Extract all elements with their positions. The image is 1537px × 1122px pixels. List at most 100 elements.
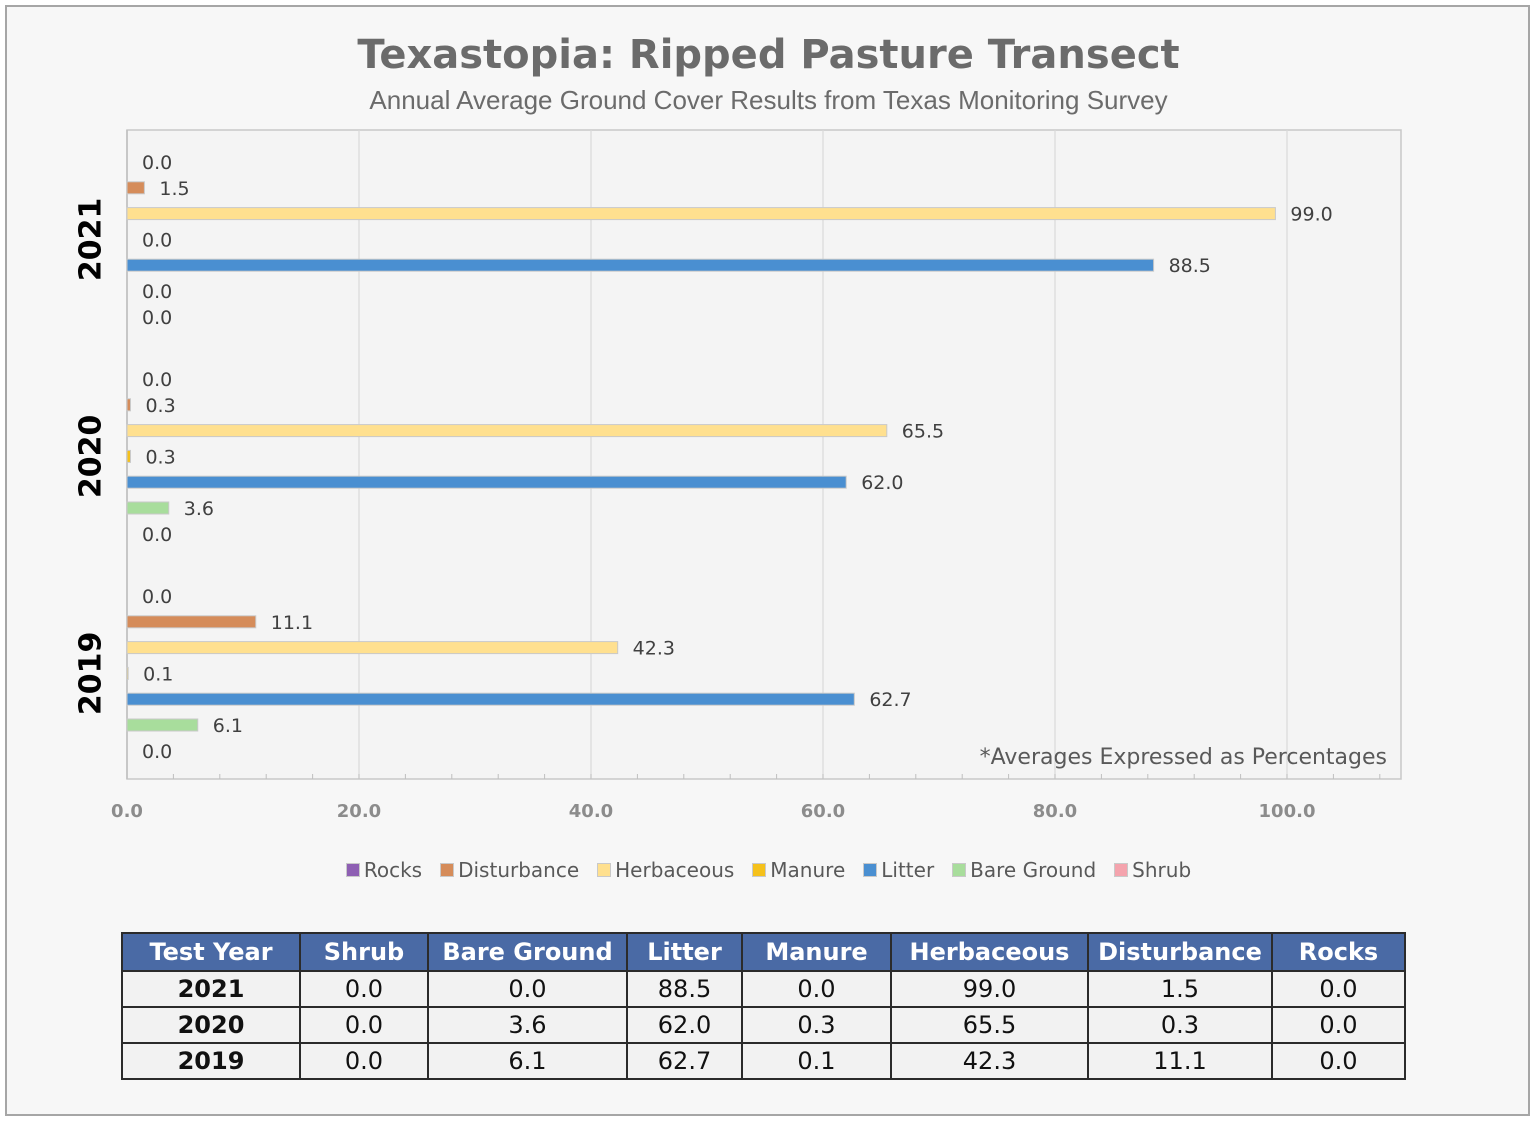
table-cell: 2021 bbox=[121, 970, 301, 1008]
table-header-cell: Herbaceous bbox=[890, 932, 1089, 972]
table-header-cell: Shrub bbox=[299, 932, 429, 972]
data-label: 11.1 bbox=[271, 612, 313, 634]
legend-item: Rocks bbox=[345, 858, 423, 882]
bar-litter bbox=[126, 475, 847, 489]
legend-label: Bare Ground bbox=[970, 858, 1097, 882]
data-label: 0.3 bbox=[145, 395, 175, 417]
data-label: 0.0 bbox=[142, 524, 172, 546]
y-axis-ticks: 2021 2020 2019 bbox=[74, 198, 109, 716]
legend-item: Disturbance bbox=[440, 858, 579, 882]
table-cell: 1.5 bbox=[1087, 970, 1273, 1008]
legend-label: Disturbance bbox=[458, 858, 580, 882]
table-header-cell: Test Year bbox=[121, 932, 301, 972]
table-cell: 11.1 bbox=[1087, 1042, 1273, 1080]
legend-item: Herbaceous bbox=[597, 858, 734, 882]
legend-item: Bare Ground bbox=[952, 858, 1096, 882]
table-body: 2021 0.0 0.0 88.5 0.0 99.0 1.5 0.0 2020 0.0 3.6 62.… bbox=[121, 970, 1406, 1080]
table-header-cell: Disturbance bbox=[1087, 932, 1273, 972]
table-cell: 65.5 bbox=[890, 1006, 1089, 1044]
data-label: 0.1 bbox=[143, 663, 173, 685]
y-tick-label: 2020 bbox=[74, 415, 109, 499]
table-cell: 0.3 bbox=[1087, 1006, 1273, 1044]
legend-swatch bbox=[1114, 863, 1129, 877]
table-cell: 0.1 bbox=[741, 1042, 892, 1080]
chart-note: *Averages Expressed as Percentages bbox=[980, 745, 1387, 770]
data-table: Test Year Shrub Bare Ground Litter Manure Her… bbox=[121, 932, 1406, 1080]
table-header-cell: Litter bbox=[626, 932, 743, 972]
table-cell: 0.0 bbox=[299, 1042, 429, 1080]
legend-item: Litter bbox=[863, 858, 934, 882]
x-tick-label: 20.0 bbox=[337, 801, 381, 822]
chart-title: Texastopia: Ripped Pasture Transect bbox=[357, 32, 1180, 78]
bar-herbaceous bbox=[126, 641, 619, 655]
data-label: 0.0 bbox=[142, 307, 172, 329]
legend-label: Rocks bbox=[363, 858, 423, 882]
table-row: 2019 0.0 6.1 62.7 0.1 42.3 11.1 0.0 bbox=[121, 1042, 1406, 1080]
table-cell: 0.0 bbox=[427, 970, 628, 1008]
bar-herbaceous bbox=[126, 424, 888, 438]
table-cell: 0.0 bbox=[1271, 1006, 1406, 1044]
bar-chart: 0.0 1.5 99.0 0.0 88.5 0.0 0.0 0.0 0.3 65.5 0.3 62.0… bbox=[74, 129, 1402, 822]
value-labels-group: 0.0 1.5 99.0 0.0 88.5 0.0 0.0 0.0 0.3 65.5 0.3 62.0… bbox=[142, 152, 1333, 763]
table-cell: 62.7 bbox=[626, 1042, 743, 1080]
data-label: 1.5 bbox=[159, 178, 189, 200]
y-tick-label: 2019 bbox=[74, 632, 109, 716]
data-label: 62.7 bbox=[869, 689, 911, 711]
bar-bare-ground bbox=[126, 501, 170, 515]
legend-swatch bbox=[863, 863, 878, 877]
table-row: 2021 0.0 0.0 88.5 0.0 99.0 1.5 0.0 bbox=[121, 970, 1406, 1008]
bars-group bbox=[126, 181, 1276, 732]
data-label: 6.1 bbox=[213, 715, 243, 737]
data-label: 0.3 bbox=[145, 446, 175, 468]
data-label: 0.0 bbox=[142, 229, 172, 251]
table-cell: 0.3 bbox=[741, 1006, 892, 1044]
table-cell: 62.0 bbox=[626, 1006, 743, 1044]
bar-manure bbox=[126, 666, 129, 680]
bar-disturbance bbox=[126, 615, 257, 629]
table-cell: 99.0 bbox=[890, 970, 1089, 1008]
legend-item: Manure bbox=[752, 858, 845, 882]
x-axis-ticks: 0.0 20.0 40.0 60.0 80.0 100.0 bbox=[111, 774, 1381, 822]
bar-bare-ground bbox=[126, 718, 199, 732]
y-tick-label: 2021 bbox=[74, 198, 109, 282]
table-row: 2020 0.0 3.6 62.0 0.3 65.5 0.3 0.0 bbox=[121, 1006, 1406, 1044]
data-label: 42.3 bbox=[633, 638, 675, 660]
legend-swatch bbox=[440, 863, 455, 877]
bar-litter bbox=[126, 258, 1155, 272]
data-label: 0.0 bbox=[142, 281, 172, 303]
data-label: 0.0 bbox=[142, 586, 172, 608]
table-cell: 0.0 bbox=[299, 1006, 429, 1044]
table-cell: 2020 bbox=[121, 1006, 301, 1044]
table-cell: 2019 bbox=[121, 1042, 301, 1080]
data-label: 88.5 bbox=[1169, 255, 1211, 277]
legend-label: Manure bbox=[770, 858, 846, 882]
legend: Rocks Disturbance Herbaceous Manure Litter Ba… bbox=[0, 858, 1537, 882]
bar-disturbance bbox=[126, 398, 131, 412]
chart-subtitle: Annual Average Ground Cover Results from… bbox=[369, 85, 1168, 115]
legend-label: Herbaceous bbox=[615, 858, 735, 882]
x-tick-label: 80.0 bbox=[1033, 801, 1077, 822]
table-header-cell: Manure bbox=[741, 932, 892, 972]
x-tick-label: 40.0 bbox=[569, 801, 613, 822]
bar-litter bbox=[126, 692, 855, 706]
bar-manure bbox=[126, 449, 131, 463]
data-label: 99.0 bbox=[1290, 204, 1332, 226]
x-tick-label: 60.0 bbox=[801, 801, 845, 822]
legend-swatch bbox=[952, 863, 967, 877]
plot-area bbox=[126, 129, 1402, 780]
legend-label: Shrub bbox=[1132, 858, 1192, 882]
data-label: 65.5 bbox=[902, 421, 944, 443]
table-cell: 88.5 bbox=[626, 970, 743, 1008]
table-cell: 42.3 bbox=[890, 1042, 1089, 1080]
table-cell: 0.0 bbox=[741, 970, 892, 1008]
table-header-cell: Bare Ground bbox=[427, 932, 628, 972]
data-label: 62.0 bbox=[861, 472, 903, 494]
data-label: 0.0 bbox=[142, 741, 172, 763]
data-label: 3.6 bbox=[184, 498, 214, 520]
legend-label: Litter bbox=[881, 858, 935, 882]
table-header-row: Test Year Shrub Bare Ground Litter Manure Her… bbox=[121, 932, 1406, 972]
table-cell: 0.0 bbox=[299, 970, 429, 1008]
table-cell: 3.6 bbox=[427, 1006, 628, 1044]
legend-item: Shrub bbox=[1114, 858, 1191, 882]
legend-swatch bbox=[345, 863, 360, 877]
